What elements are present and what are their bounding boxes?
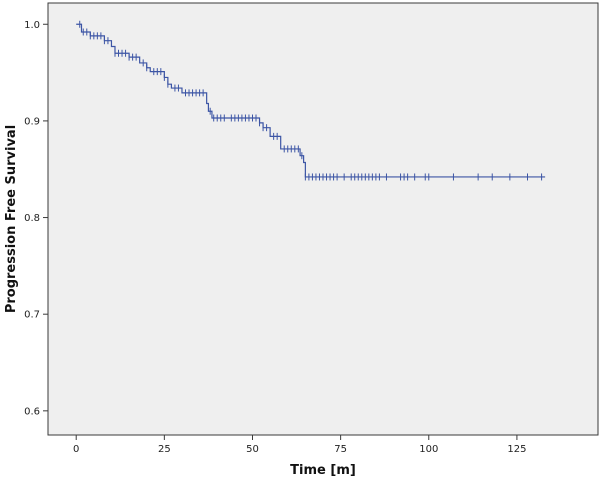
x-tick-label: 0 xyxy=(73,444,79,455)
x-tick-label: 100 xyxy=(419,444,438,455)
y-axis-ticks: 0.6 0.7 0.8 0.9 1.0 xyxy=(24,20,48,417)
y-axis-title: Progression Free Survival xyxy=(4,125,19,313)
y-tick-label: 0.7 xyxy=(24,310,40,321)
censor-marks xyxy=(79,20,543,181)
x-tick-label: 75 xyxy=(334,444,347,455)
x-tick-label: 50 xyxy=(246,444,259,455)
y-tick-label: 0.8 xyxy=(24,213,40,224)
y-tick-label: 0.9 xyxy=(24,116,40,127)
x-axis-ticks: 0 25 50 75 100 125 xyxy=(73,435,526,455)
plot-area xyxy=(47,2,599,436)
x-tick-label: 25 xyxy=(158,444,171,455)
y-tick-label: 0.6 xyxy=(24,406,40,417)
x-axis-title: Time [m] xyxy=(290,463,356,478)
x-tick-label: 125 xyxy=(507,444,526,455)
y-tick-label: 1.0 xyxy=(24,20,40,31)
survival-curve-line xyxy=(76,23,546,178)
